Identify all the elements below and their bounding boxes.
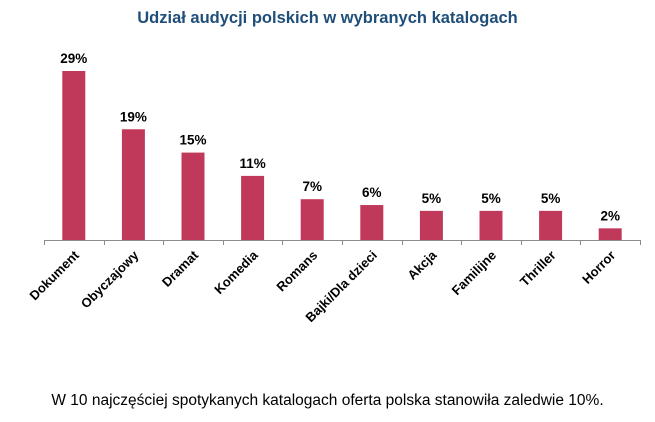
bar-dramat [181, 152, 205, 240]
bar-familijne [479, 210, 503, 240]
chart-caption: W 10 najczęściej spotykanych katalogach … [51, 392, 604, 409]
bar-thriller [539, 210, 563, 240]
category-label: Akcja [404, 247, 440, 283]
category-label: Thriller [517, 248, 559, 290]
data-label: 5% [481, 191, 501, 206]
bars-layer [62, 71, 622, 240]
category-label: Familijne [449, 248, 499, 298]
bar-chart: 29% Dokument 19% Obyczajowy 15% Dramat 11% Kome… [26, 51, 641, 325]
bar-komedia [241, 175, 265, 240]
axis-layer [44, 240, 641, 245]
bar-akcja [419, 210, 443, 240]
bar-bajki-dla-dzieci [360, 205, 384, 240]
category-label: Obyczajowy [78, 247, 142, 311]
labels-layer: 29% Dokument 19% Obyczajowy 15% Dramat 11% Kome… [26, 51, 620, 325]
category-label: Romans [273, 248, 320, 295]
data-label: 11% [239, 156, 265, 171]
chart-title: Udział audycji polskich w wybranych kata… [137, 9, 518, 27]
bar-romans [300, 199, 324, 240]
data-label: 15% [179, 133, 206, 148]
category-label: Dokument [26, 247, 82, 303]
data-label: 2% [600, 208, 620, 223]
bar-dokument [62, 71, 86, 240]
data-label: 7% [302, 179, 322, 194]
data-label: 19% [120, 109, 147, 124]
bar-horror [598, 228, 622, 240]
data-label: 5% [422, 191, 442, 206]
data-label: 5% [541, 191, 561, 206]
data-label: 29% [60, 51, 87, 66]
category-label: Komedia [211, 247, 261, 297]
category-label: Dramat [159, 247, 202, 290]
data-label: 6% [362, 185, 382, 200]
bar-obyczajowy [121, 129, 145, 240]
category-label: Horror [579, 248, 618, 287]
